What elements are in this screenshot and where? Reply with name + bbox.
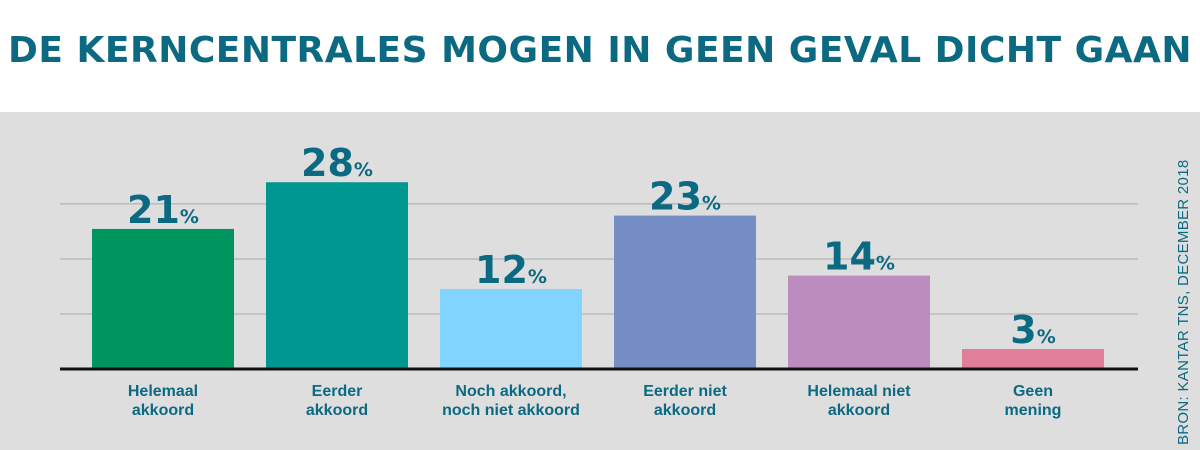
value-label: 23% (649, 175, 721, 219)
category-label: Geen mening (943, 382, 1123, 420)
value-label: 12% (475, 248, 547, 292)
category-label: Helemaal niet akkoord (769, 382, 949, 420)
bar (92, 228, 234, 369)
category-label: Eerder akkoord (247, 382, 427, 420)
value-label: 3% (1010, 308, 1056, 352)
category-label-line: Noch akkoord, (455, 383, 567, 400)
category-label-line: akkoord (827, 402, 891, 419)
category-label-line: Helemaal (127, 383, 199, 400)
category-label-line: noch niet akkoord (442, 402, 580, 419)
chart-title: DE KERNCENTRALES MOGEN IN GEEN GEVAL DIC… (7, 30, 1192, 71)
bar-chart: 21% 28% 12% 23% 14% 3% (60, 141, 1138, 371)
value-label: 21% (127, 188, 199, 232)
value-label: 28% (301, 141, 373, 185)
source-note: BRON: KANTAR TNS, DECEMBER 2018 (1175, 159, 1192, 445)
category-label: Noch akkoord, noch niet akkoord (421, 382, 601, 420)
category-label: Eerder niet akkoord (595, 382, 775, 420)
category-label-line: Helemaal niet (807, 383, 911, 400)
bar (440, 288, 582, 369)
chart-panel: 21% 28% 12% 23% 14% 3% (0, 112, 1200, 450)
category-label-line: Eerder niet (643, 383, 727, 400)
bar (614, 215, 756, 369)
category-label: Helemaal akkoord (73, 382, 253, 420)
category-label-line: akkoord (653, 402, 717, 419)
value-label: 14% (823, 235, 895, 279)
category-label-line: akkoord (305, 402, 369, 419)
bar (266, 182, 408, 369)
bar (788, 275, 930, 369)
bar (962, 348, 1104, 369)
category-label-line: Geen (1012, 383, 1053, 400)
category-label-line: mening (1004, 402, 1062, 419)
category-label-line: Eerder (311, 383, 363, 400)
category-label-line: akkoord (131, 402, 195, 419)
